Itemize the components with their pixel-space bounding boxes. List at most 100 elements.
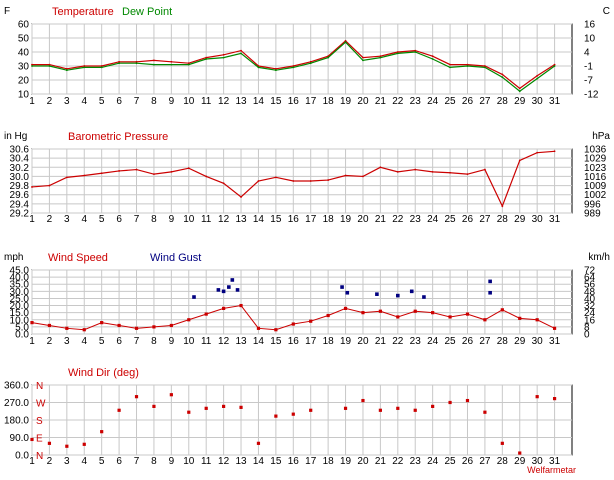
y2-tick-label: 8: [584, 322, 590, 333]
x-tick-label: 15: [270, 456, 282, 467]
x-tick-label: 18: [323, 456, 335, 467]
y2-tick-label: -12: [584, 90, 599, 101]
y2-tick-label: 24: [584, 308, 596, 319]
data-point: [153, 59, 155, 62]
x-tick-label: 22: [392, 96, 404, 107]
data-point: [170, 63, 173, 66]
data-point: [205, 58, 208, 60]
x-tick-label: 9: [169, 96, 175, 107]
dir-point: [378, 408, 382, 412]
legend-entry: Wind Gust: [150, 252, 201, 264]
data-point: [536, 77, 539, 80]
y-tick-label: 180.0: [4, 416, 29, 427]
y-tick-label: 10: [18, 90, 30, 101]
x-tick-label: 16: [288, 456, 300, 467]
x-tick-label: 14: [253, 96, 265, 107]
x-tick-label: 29: [514, 456, 526, 467]
data-point: [274, 176, 277, 179]
x-tick-label: 19: [340, 214, 352, 225]
dir-point: [65, 444, 69, 448]
data-point: [222, 182, 225, 185]
x-tick-label: 23: [410, 96, 422, 107]
data-point: [118, 62, 120, 65]
x-tick-label: 26: [462, 214, 474, 225]
y2-tick-label: 48: [584, 287, 596, 298]
y-tick-label: 90.0: [10, 433, 30, 444]
gust-point: [192, 295, 196, 299]
data-point: [327, 56, 330, 59]
x-tick-label: 10: [183, 336, 195, 347]
dir-point: [309, 408, 313, 412]
x-tick-label: 19: [340, 336, 352, 347]
panel-title: Barometric Pressure: [68, 131, 168, 143]
x-tick-label: 31: [549, 456, 561, 467]
y2-tick-label: 64: [584, 273, 596, 284]
data-point: [83, 65, 86, 67]
plot-area-2: [31, 269, 573, 335]
data-point: [396, 51, 399, 53]
data-point: [484, 168, 486, 171]
data-point: [466, 63, 469, 66]
dir-point: [30, 437, 34, 442]
x-tick-label: 20: [357, 96, 369, 107]
y-tick-label: 30.0: [10, 172, 30, 183]
data-point: [553, 63, 556, 66]
x-tick-label: 28: [497, 456, 509, 467]
x-tick-label: 19: [340, 456, 352, 467]
data-point: [431, 58, 434, 60]
x-tick-label: 15: [270, 336, 282, 347]
x-tick-label: 30: [532, 96, 544, 107]
x-tick-label: 9: [169, 214, 175, 225]
gust-point: [375, 292, 379, 296]
x-tick-label: 16: [288, 214, 300, 225]
x-tick-label: 4: [81, 96, 87, 107]
data-point: [501, 76, 504, 79]
x-tick-label: 12: [218, 214, 230, 225]
data-point: [379, 55, 382, 58]
x-tick-label: 3: [64, 456, 70, 467]
x-tick-label: 18: [323, 336, 335, 347]
x-tick-label: 29: [514, 96, 526, 107]
x-tick-label: 3: [64, 336, 70, 347]
gust-point: [488, 279, 492, 284]
x-tick-label: 24: [427, 456, 439, 467]
data-point: [536, 74, 539, 77]
x-tick-label: 27: [479, 96, 491, 107]
gust-point: [235, 288, 240, 292]
x-tick-label: 12: [218, 456, 230, 467]
left-unit-label: mph: [4, 252, 23, 263]
x-tick-label: 11: [201, 214, 212, 225]
data-point: [65, 176, 68, 179]
data-point: [466, 65, 469, 67]
x-tick-label: 8: [151, 96, 157, 107]
x-tick-label: 2: [47, 214, 53, 225]
compass-label: N: [36, 451, 43, 462]
y2-tick-label: 0: [584, 330, 590, 341]
dir-point: [187, 410, 191, 414]
x-tick-label: 22: [392, 214, 404, 225]
x-tick-label: 28: [497, 214, 509, 225]
x-tick-label: 16: [288, 336, 300, 347]
x-tick-label: 18: [323, 214, 335, 225]
x-tick-label: 25: [445, 96, 457, 107]
x-tick-label: 27: [479, 214, 491, 225]
y-tick-label: 30.0: [10, 287, 30, 298]
legend-entry: Temperature: [52, 6, 114, 18]
data-point: [362, 175, 364, 178]
dir-point: [222, 404, 226, 408]
x-tick-label: 14: [253, 336, 265, 347]
x-tick-label: 11: [201, 456, 212, 467]
data-point: [205, 56, 208, 59]
x-tick-label: 6: [116, 456, 122, 467]
x-tick-label: 6: [116, 336, 122, 347]
x-tick-label: 1: [29, 96, 35, 107]
x-tick-label: 4: [81, 336, 87, 347]
y-tick-label: 45.0: [10, 266, 30, 277]
x-tick-label: 17: [305, 96, 317, 107]
x-tick-label: 15: [270, 214, 282, 225]
data-point: [240, 52, 242, 55]
x-tick-label: 16: [288, 96, 300, 107]
x-tick-label: 28: [497, 336, 509, 347]
x-tick-label: 1: [29, 336, 35, 347]
x-tick-label: 17: [305, 214, 317, 225]
